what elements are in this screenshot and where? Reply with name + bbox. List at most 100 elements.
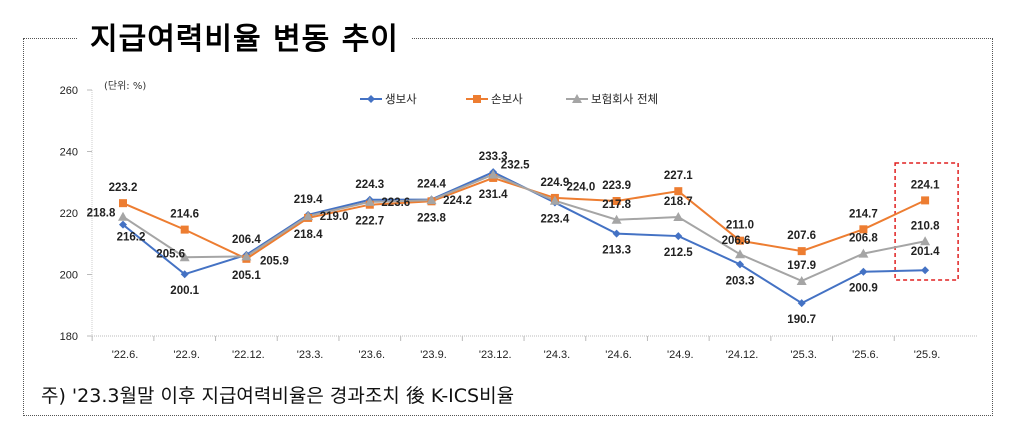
y-tick-label: 200: [60, 270, 78, 282]
data-point-2: [735, 249, 745, 259]
data-point-1: [674, 187, 683, 196]
data-point-2: [488, 169, 499, 179]
legend-label: 손보사: [491, 92, 523, 106]
data-label: 219.0: [320, 211, 349, 223]
data-label: 212.5: [664, 247, 693, 259]
data-point-1: [612, 197, 621, 206]
data-point-2: [673, 211, 684, 221]
data-point-0: [921, 266, 930, 275]
data-point-2: [179, 252, 190, 262]
data-label: 206.8: [849, 233, 878, 245]
x-tick-label: '23.12.: [479, 349, 512, 361]
x-tick-label: '23.9.: [420, 349, 447, 361]
data-label: 222.7: [355, 216, 384, 228]
legend-marker-icon: [473, 95, 481, 103]
x-tick-label: '24.6.: [605, 349, 632, 361]
x-tick-label: '25.9.: [914, 349, 941, 361]
data-point-0: [736, 260, 744, 269]
y-tick-label: 260: [60, 85, 78, 97]
data-point-0: [797, 299, 806, 308]
unit-label: (단위: %): [104, 79, 146, 92]
data-label: 200.9: [849, 283, 878, 295]
x-tick-label: '24.12.: [726, 349, 759, 361]
data-point-0: [180, 270, 189, 279]
x-tick-label: '24.3.: [544, 349, 571, 361]
data-label: 219.4: [294, 194, 323, 206]
x-tick-label: '25.6.: [852, 349, 879, 361]
data-label: 223.6: [381, 197, 410, 209]
data-label: 224.4: [417, 178, 446, 190]
data-point-1: [180, 225, 189, 234]
data-label: 206.4: [232, 234, 261, 246]
data-point-2: [241, 251, 252, 261]
y-tick-label: 180: [60, 331, 78, 343]
data-label: 217.8: [602, 199, 631, 211]
highlight-box: [894, 162, 959, 281]
data-point-2: [796, 275, 807, 285]
legend-marker-icon: [572, 94, 582, 103]
data-point-2: [611, 214, 622, 224]
data-label: 206.6: [722, 235, 751, 247]
data-label: 201.4: [911, 246, 940, 258]
data-label: 216.2: [117, 232, 146, 244]
data-point-0: [859, 267, 868, 276]
data-label: 224.2: [443, 195, 472, 207]
data-point-1: [921, 196, 930, 205]
legend-label: 보험회사 전체: [591, 92, 658, 106]
data-point-2: [118, 211, 128, 221]
data-point-0: [674, 232, 683, 241]
series-line-2: [122, 173, 926, 283]
x-tick-label: '23.3.: [297, 349, 324, 361]
data-label: 200.1: [170, 285, 199, 297]
data-point-1: [736, 236, 744, 245]
data-label: 210.8: [911, 220, 940, 232]
data-label: 223.2: [109, 182, 138, 194]
series-line-1: [122, 176, 926, 260]
data-label: 223.8: [417, 212, 446, 224]
data-label: 190.7: [787, 314, 816, 326]
data-label: 211.0: [726, 220, 754, 232]
data-label: 224.9: [541, 177, 570, 189]
data-label: 224.3: [355, 179, 384, 191]
legend-label: 생보사: [385, 92, 417, 106]
data-label: 205.1: [232, 270, 261, 282]
data-label: 203.3: [726, 275, 755, 287]
x-tick-label: '25.3.: [790, 349, 817, 361]
data-label: 205.6: [156, 248, 185, 260]
data-label: 213.3: [602, 245, 631, 257]
data-label: 205.9: [260, 255, 289, 267]
y-tick-label: 220: [60, 208, 78, 220]
data-point-2: [920, 236, 931, 246]
data-point-2: [549, 195, 560, 205]
data-point-0: [119, 220, 127, 229]
data-label: 218.8: [87, 208, 116, 220]
data-point-1: [859, 225, 868, 234]
data-label: 224.0: [567, 182, 596, 194]
data-point-1: [119, 199, 127, 208]
x-tick-label: '22.9.: [173, 349, 200, 361]
data-point-0: [612, 229, 621, 238]
x-tick-label: '22.12.: [232, 349, 265, 361]
data-label: 218.7: [664, 196, 693, 208]
page-title: 지급여력비율 변동 추이: [78, 14, 411, 58]
legend-marker-icon: [367, 95, 375, 103]
data-point-2: [426, 195, 437, 205]
data-label: 227.1: [664, 170, 693, 182]
footnote: 주) '23.3월말 이후 지급여력비율은 경과조치 後 K-ICS비율: [41, 385, 515, 407]
chart-frame: [23, 38, 993, 416]
data-label: 224.1: [911, 179, 940, 191]
data-point-1: [797, 247, 806, 256]
data-label: 223.4: [541, 214, 570, 226]
data-label: 232.5: [501, 160, 530, 172]
data-label: 223.9: [602, 180, 631, 192]
data-point-2: [303, 211, 314, 221]
data-label: 214.7: [849, 208, 878, 220]
data-label: 233.3: [479, 151, 508, 163]
data-label: 207.6: [787, 230, 816, 242]
data-point-2: [364, 196, 375, 206]
x-tick-label: '23.6.: [359, 349, 386, 361]
data-point-2: [858, 248, 869, 258]
data-label: 231.4: [479, 189, 508, 201]
x-tick-label: '24.9.: [667, 349, 694, 361]
